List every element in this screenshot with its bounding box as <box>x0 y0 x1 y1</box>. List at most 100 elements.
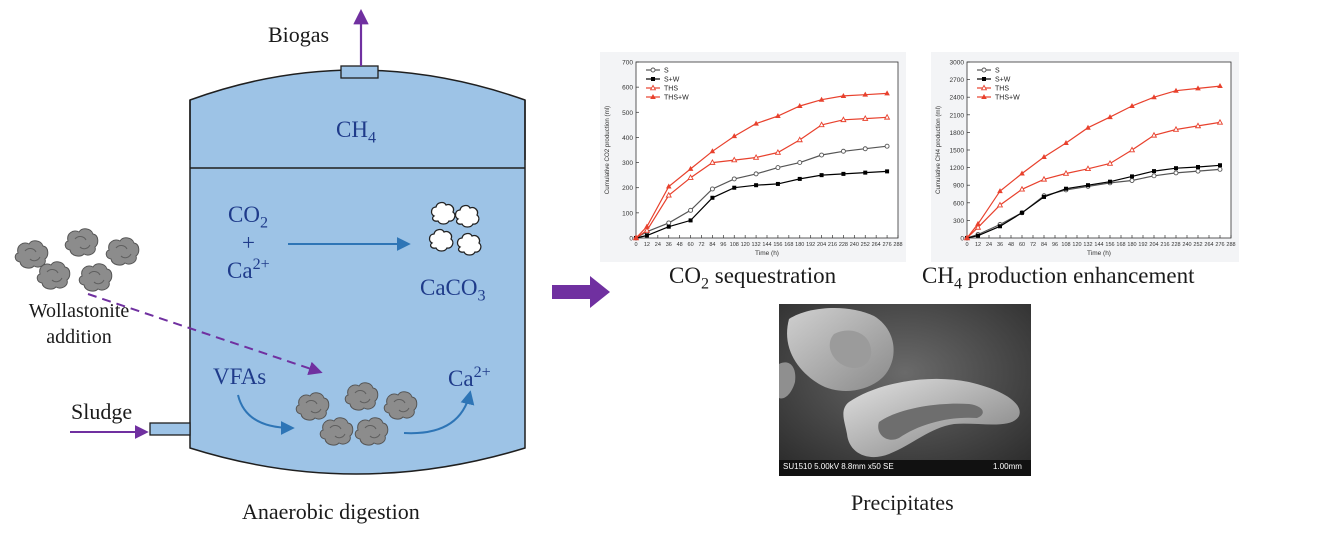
sem-info-bar: SU1510 5.00kV 8.8mm x50 SE <box>783 462 894 471</box>
co2-series-2-point <box>840 116 847 123</box>
ch4-x-axis-label: Time (h) <box>1087 250 1111 257</box>
co2-series-2-point <box>796 136 803 143</box>
co2-series-1-point <box>841 171 846 176</box>
co2-series-2-point <box>643 226 651 233</box>
co2-label: CO2 <box>228 202 268 232</box>
co2-x-tick-label: 156 <box>773 242 782 248</box>
ch4-x-tick-label: 216 <box>1160 242 1169 248</box>
co2-x-tick-label: 48 <box>677 242 683 248</box>
ch4-series-3-point <box>964 235 970 240</box>
co2-series-0-point <box>797 160 803 166</box>
ch4-series-3-point <box>1107 114 1113 120</box>
co2-x-tick-label: 168 <box>784 242 793 248</box>
vfas-label: VFAs <box>213 364 267 389</box>
co2-x-tick-label: 276 <box>882 242 891 248</box>
co2-y-axis-label: Cumulative CO2 production (ml) <box>604 106 611 194</box>
ch4-series-3-point <box>1063 139 1069 145</box>
co2-series-0-point <box>666 220 672 226</box>
wollastonite-label: Wollastonite addition <box>10 298 148 350</box>
ch4-series-3-point <box>1173 87 1179 93</box>
sem-image-drawing <box>779 304 1031 476</box>
ch4-x-tick-label: 36 <box>997 242 1003 248</box>
ch4-series-3-point <box>1129 103 1135 108</box>
plus-label: + <box>242 230 255 255</box>
co2-x-tick-label: 24 <box>655 242 661 248</box>
ch4-series-3-point <box>997 188 1003 194</box>
ch4-series-2-point <box>974 223 982 230</box>
co2-x-tick-label: 84 <box>709 242 715 248</box>
ch4-series-3-point <box>1085 124 1091 130</box>
co2-legend-marker <box>650 67 656 73</box>
co2-series-1-point <box>775 181 780 186</box>
ch4-series-0-point <box>1151 173 1157 179</box>
gas-outlet-nozzle <box>340 65 379 79</box>
ch4-x-tick-label: 96 <box>1052 242 1058 248</box>
co2-x-tick-label: 0 <box>634 242 637 248</box>
ch4-series-0-point <box>1217 166 1223 172</box>
co2-x-tick-label: 60 <box>688 242 694 248</box>
co2-x-tick-label: 240 <box>850 242 859 248</box>
co2-series-3-point <box>775 113 781 119</box>
ch4-y-tick-label: 1800 <box>950 130 965 137</box>
digester-tank <box>189 69 526 475</box>
ch4-series-2-point <box>1172 125 1180 132</box>
co2-y-tick-label: 400 <box>622 135 633 142</box>
ch4-x-tick-label: 120 <box>1072 242 1081 248</box>
co2-y-tick-label: 600 <box>622 85 633 92</box>
co2-series-1-point <box>666 224 671 229</box>
ch4-series-1-point <box>1108 179 1112 184</box>
anaerobic-digestion-label: Anaerobic digestion <box>242 499 420 524</box>
co2-series-3-point <box>644 223 650 229</box>
co2-series-2-point <box>883 113 891 120</box>
ch4-legend-marker <box>980 84 988 91</box>
co2-x-tick-label: 192 <box>806 242 815 248</box>
co2-series-1-point <box>863 170 868 175</box>
result-arrow <box>552 276 610 308</box>
co2-series-2-point <box>731 156 738 163</box>
co2-series-3-point <box>687 165 694 171</box>
wollastonite-label-line2: addition <box>46 326 112 348</box>
ch4-legend-label: S <box>995 68 1000 75</box>
co2-sequestration-caption: CO2 sequestration <box>669 263 837 293</box>
co2-series-2-point <box>818 121 825 128</box>
vfas-arrow <box>237 394 295 435</box>
co2-y-tick-label: 500 <box>622 110 633 117</box>
co2-legend-label: S+W <box>664 77 680 84</box>
co2-series-3-point <box>818 96 825 102</box>
ch4-series-2-point <box>1150 131 1158 138</box>
co2-series-1-point <box>644 233 649 238</box>
co2-x-tick-label: 204 <box>817 242 826 248</box>
co2-production-chart: 0 100 200 300 400 500 600 700 0 12 24 36 48 60 72 84 96 1… <box>604 60 903 258</box>
ch4-x-tick-label: 12 <box>975 242 981 248</box>
ch4-x-tick-label: 0 <box>965 242 968 248</box>
ch4-series-1-point <box>1174 166 1178 171</box>
precipitates-label: Precipitates <box>851 490 954 515</box>
ch4-production-chart: 0 300 600 900 1200 1500 1800 2100 2400 2700 3000 0 1… <box>935 60 1236 258</box>
ch4-legend-label: THS <box>995 86 1009 93</box>
co2-legend-label: S <box>664 68 669 75</box>
ch4-y-tick-label: 1500 <box>950 148 965 155</box>
ch4-series-1-point <box>1152 169 1156 174</box>
calcium-ion-label: Ca2+ <box>227 256 270 283</box>
co2-series-2-point <box>752 154 760 160</box>
co2-legend-marker <box>650 94 656 99</box>
ch4-x-tick-label: 84 <box>1041 242 1047 248</box>
co2-x-tick-label: 36 <box>666 242 672 248</box>
ch4-series-1-point <box>1130 174 1134 179</box>
co2-series-3-point <box>709 148 716 154</box>
co2-series-0-point <box>753 171 759 177</box>
ch4-series-0-point <box>1173 170 1179 176</box>
ch4-series-2-point <box>1194 122 1202 129</box>
ch4-x-tick-label: 48 <box>1008 242 1014 248</box>
ch4-label: CH4 <box>336 117 376 147</box>
ch4-legend-label: S+W <box>995 77 1011 84</box>
biogas-label: Biogas <box>268 22 330 47</box>
ch4-legend-marker <box>982 77 986 81</box>
co2-x-axis-label: Time (h) <box>755 250 779 257</box>
ch4-y-tick-label: 2700 <box>950 77 965 84</box>
co2-x-tick-label: 288 <box>893 242 902 248</box>
ch4-series-1-point <box>1086 183 1090 188</box>
co2-x-tick-label: 264 <box>872 242 881 248</box>
sludge-inlet-nozzle <box>149 422 191 436</box>
